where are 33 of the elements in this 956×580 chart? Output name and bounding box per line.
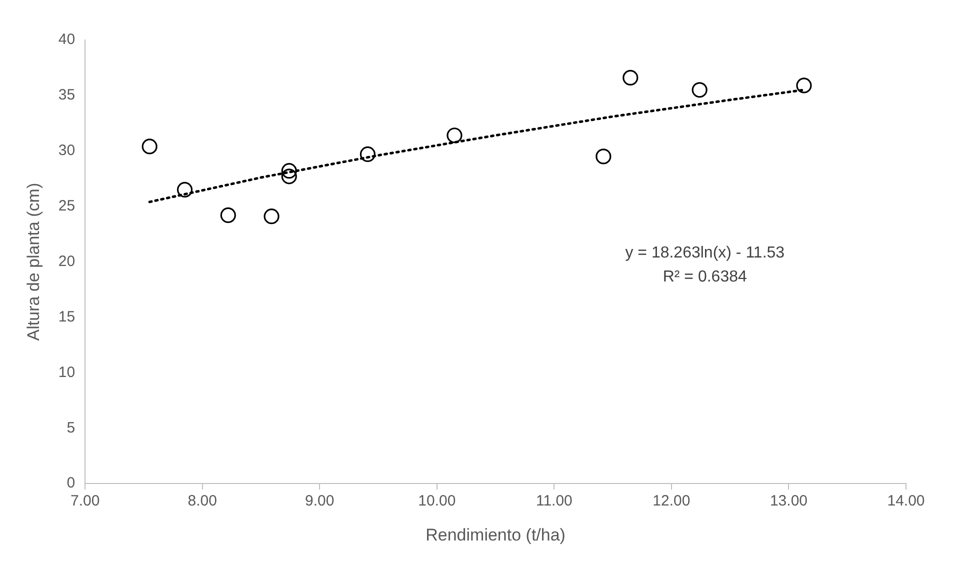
point [360, 146, 376, 162]
x-tick-label: 13.00 [770, 492, 808, 510]
x-tick-label: 10.00 [418, 492, 456, 510]
y-tick-label: 20 [58, 252, 76, 270]
y-tick-label: 35 [58, 86, 76, 104]
point [446, 128, 462, 144]
point [142, 138, 158, 154]
point [622, 70, 638, 86]
x-tick-label: 7.00 [70, 492, 100, 510]
point [264, 208, 280, 224]
y-tick-label: 15 [58, 308, 76, 326]
x-tick-label: 8.00 [188, 492, 217, 510]
x-tick-label: 14.00 [887, 492, 925, 510]
x-axis-title: Rendimiento (t/ha) [426, 525, 566, 544]
point [281, 168, 297, 184]
point [596, 148, 612, 164]
x-tick-label: 9.00 [305, 492, 334, 510]
annotation: y = 18.263ln(x) - 11.53 [625, 244, 785, 262]
y-axis-title: Altura de planta (cm) [24, 182, 43, 341]
y-tick-label: 10 [58, 364, 76, 381]
x-tick-label: 12.00 [652, 492, 690, 510]
y-tick-label: 30 [58, 142, 76, 160]
point [281, 163, 297, 179]
annotation: R² = 0.6384 [662, 268, 747, 286]
point [220, 207, 236, 224]
y-tick-label: 5 [66, 419, 76, 436]
point [692, 82, 708, 98]
point [176, 182, 193, 198]
x-tick-label: 11.00 [536, 492, 572, 510]
y-tick-label: 25 [58, 197, 76, 214]
y-tick-label: 40 [58, 31, 76, 48]
point [796, 78, 812, 94]
y-tick-label: 0 [66, 474, 76, 492]
